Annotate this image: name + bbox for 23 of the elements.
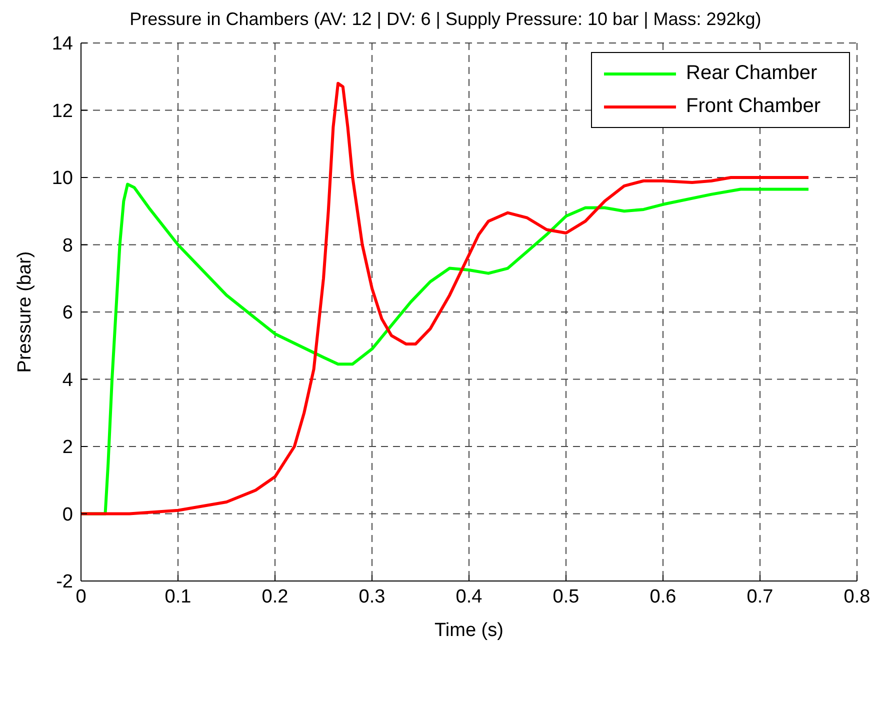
legend-label: Front Chamber	[686, 95, 820, 118]
y-tick-label: 12	[52, 100, 73, 122]
x-tick-label: 0.3	[358, 586, 386, 608]
legend-label: Rear Chamber	[686, 62, 818, 85]
x-tick-label: 0.8	[844, 586, 870, 608]
y-tick-label: 0	[62, 504, 73, 526]
x-tick-label: 0	[76, 586, 86, 608]
x-tick-label: 0.6	[650, 586, 676, 608]
chart-title: Pressure in Chambers (AV: 12 | DV: 6 | Supply Pressure: 10 bar | Mass: 292kg)	[128, 8, 762, 30]
y-tick-label: 2	[62, 437, 73, 458]
x-tick-label: 0.1	[164, 586, 192, 608]
x-tick-label: 0.5	[552, 586, 580, 608]
y-axis-title: Pressure (bar)	[14, 251, 36, 373]
y-tick-label: 8	[62, 235, 73, 256]
y-tick-label: 6	[62, 302, 73, 324]
y-tick-label: 14	[52, 34, 74, 55]
y-tick-label: -2	[56, 572, 73, 593]
y-tick-label: 4	[62, 370, 74, 391]
x-tick-label: 0.7	[746, 586, 774, 608]
x-tick-label: 0.4	[456, 586, 483, 608]
x-tick-label: 0.2	[262, 586, 288, 608]
x-axis-title: Time (s)	[434, 620, 504, 641]
y-tick-label: 10	[52, 168, 73, 190]
